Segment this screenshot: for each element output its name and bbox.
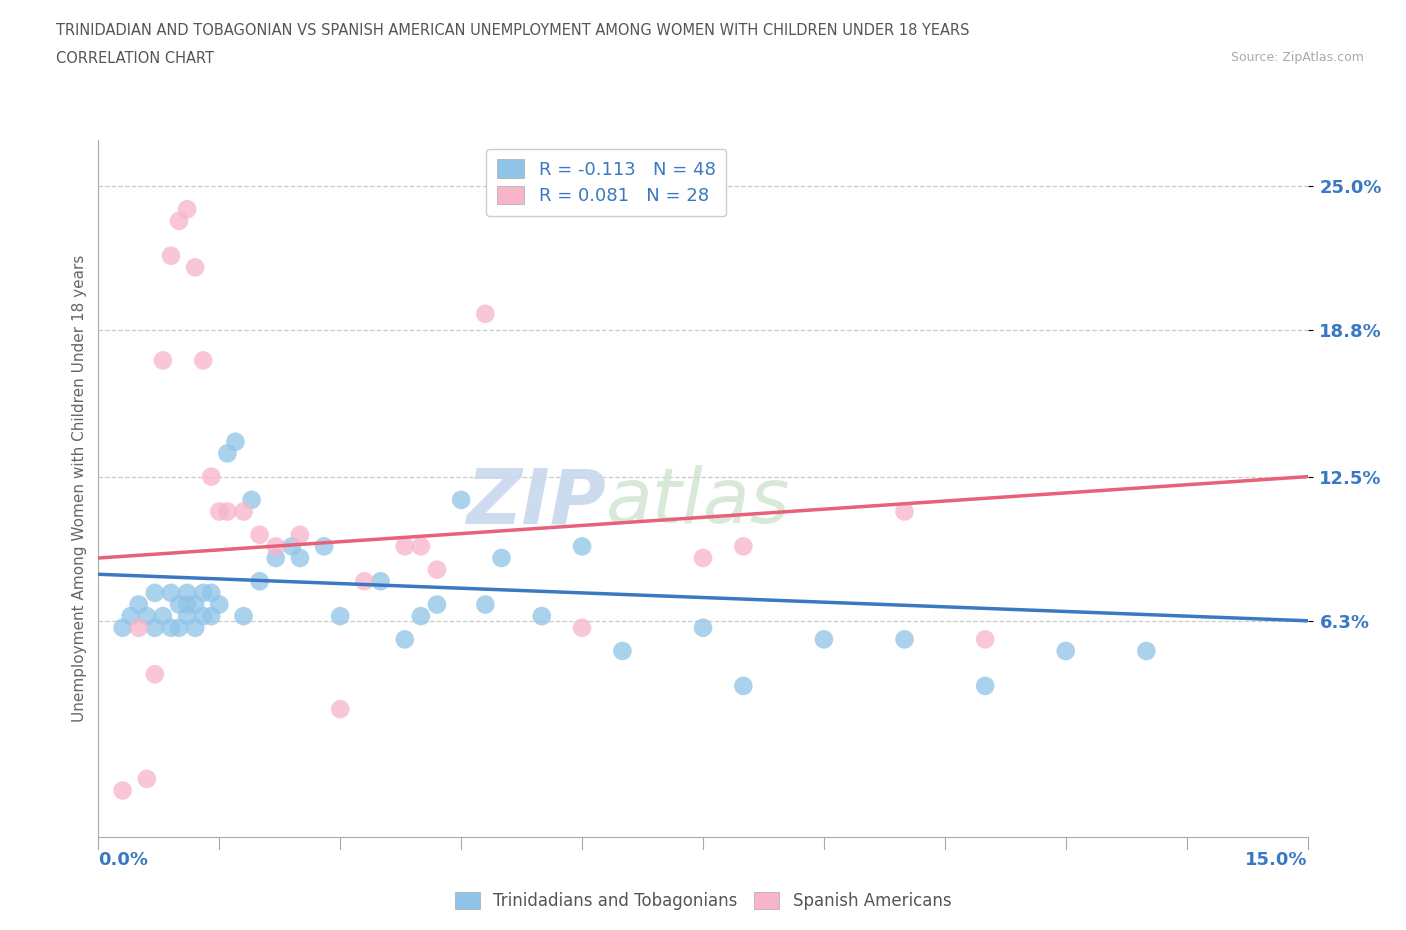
- Point: [281, 539, 304, 554]
- Point: [128, 620, 150, 635]
- Point: [491, 551, 513, 565]
- Point: [571, 620, 593, 635]
- Point: [200, 470, 222, 485]
- Point: [160, 586, 183, 601]
- Point: [394, 632, 416, 647]
- Point: [612, 644, 634, 658]
- Point: [1054, 644, 1077, 658]
- Point: [974, 679, 997, 694]
- Point: [152, 353, 174, 368]
- Point: [120, 609, 142, 624]
- Text: atlas: atlas: [606, 465, 790, 539]
- Point: [167, 597, 190, 612]
- Point: [176, 202, 198, 217]
- Point: [474, 307, 496, 322]
- Point: [329, 702, 352, 717]
- Point: [264, 539, 287, 554]
- Point: [288, 551, 311, 565]
- Point: [450, 493, 472, 508]
- Point: [128, 597, 150, 612]
- Text: 0.0%: 0.0%: [98, 851, 149, 869]
- Point: [217, 446, 239, 461]
- Point: [288, 527, 311, 542]
- Point: [143, 586, 166, 601]
- Point: [409, 539, 432, 554]
- Point: [571, 539, 593, 554]
- Point: [152, 609, 174, 624]
- Point: [314, 539, 336, 554]
- Point: [474, 597, 496, 612]
- Point: [353, 574, 375, 589]
- Point: [530, 609, 553, 624]
- Point: [208, 597, 231, 612]
- Y-axis label: Unemployment Among Women with Children Under 18 years: Unemployment Among Women with Children U…: [72, 255, 87, 722]
- Point: [184, 597, 207, 612]
- Legend: Trinidadians and Tobagonians, Spanish Americans: Trinidadians and Tobagonians, Spanish Am…: [449, 885, 957, 917]
- Point: [394, 539, 416, 554]
- Point: [733, 539, 755, 554]
- Point: [249, 527, 271, 542]
- Point: [193, 353, 215, 368]
- Point: [193, 586, 215, 601]
- Point: [176, 597, 198, 612]
- Text: 15.0%: 15.0%: [1246, 851, 1308, 869]
- Point: [733, 679, 755, 694]
- Text: TRINIDADIAN AND TOBAGONIAN VS SPANISH AMERICAN UNEMPLOYMENT AMONG WOMEN WITH CHI: TRINIDADIAN AND TOBAGONIAN VS SPANISH AM…: [56, 23, 970, 38]
- Point: [240, 493, 263, 508]
- Point: [224, 434, 246, 449]
- Point: [160, 620, 183, 635]
- Point: [176, 586, 198, 601]
- Point: [232, 504, 254, 519]
- Point: [249, 574, 271, 589]
- Point: [143, 620, 166, 635]
- Point: [167, 620, 190, 635]
- Point: [893, 632, 915, 647]
- Point: [111, 783, 134, 798]
- Point: [264, 551, 287, 565]
- Point: [200, 586, 222, 601]
- Point: [208, 504, 231, 519]
- Point: [692, 551, 714, 565]
- Point: [217, 504, 239, 519]
- Text: Source: ZipAtlas.com: Source: ZipAtlas.com: [1230, 51, 1364, 64]
- Point: [176, 609, 198, 624]
- Point: [200, 609, 222, 624]
- Point: [426, 597, 449, 612]
- Point: [370, 574, 392, 589]
- Point: [143, 667, 166, 682]
- Point: [184, 260, 207, 275]
- Text: CORRELATION CHART: CORRELATION CHART: [56, 51, 214, 66]
- Legend: R = -0.113   N = 48, R = 0.081   N = 28: R = -0.113 N = 48, R = 0.081 N = 28: [486, 149, 727, 216]
- Point: [135, 609, 157, 624]
- Text: ZIP: ZIP: [467, 465, 606, 539]
- Point: [232, 609, 254, 624]
- Point: [1135, 644, 1157, 658]
- Point: [893, 504, 915, 519]
- Point: [409, 609, 432, 624]
- Point: [193, 609, 215, 624]
- Point: [184, 620, 207, 635]
- Point: [329, 609, 352, 624]
- Point: [135, 772, 157, 787]
- Point: [974, 632, 997, 647]
- Point: [426, 562, 449, 577]
- Point: [111, 620, 134, 635]
- Point: [160, 248, 183, 263]
- Point: [167, 214, 190, 229]
- Point: [813, 632, 835, 647]
- Point: [692, 620, 714, 635]
